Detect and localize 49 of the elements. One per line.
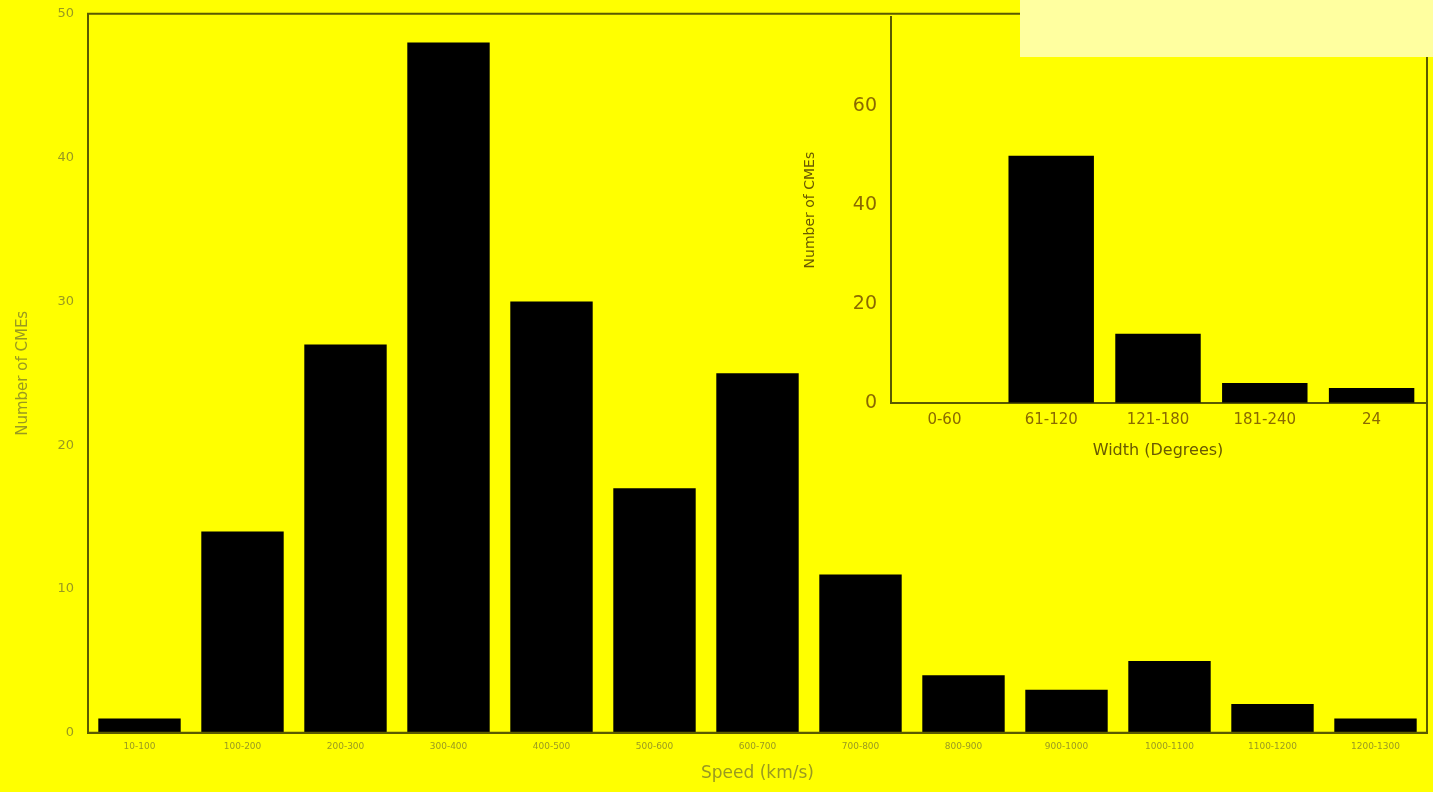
x-tick-label: 10-100 <box>123 740 156 751</box>
bar <box>1128 660 1211 733</box>
x-tick-label: 300-400 <box>429 740 468 751</box>
y-axis-title: Number of CMEs <box>801 151 818 269</box>
y-tick-label: 40 <box>57 148 74 164</box>
x-tick-label: 800-900 <box>944 740 983 751</box>
x-tick-label: 1200-1300 <box>1350 740 1401 751</box>
bar <box>819 574 902 733</box>
x-tick-label: 24 <box>1362 409 1382 428</box>
bar <box>304 344 387 733</box>
bar <box>1025 689 1108 733</box>
x-axis-title: Speed (km/s) <box>701 762 814 783</box>
bar <box>716 373 799 733</box>
y-tick-label: 20 <box>852 290 877 313</box>
bar <box>613 488 696 733</box>
bar <box>922 675 1005 733</box>
x-tick-label: 181-240 <box>1233 409 1297 428</box>
bar <box>407 42 490 733</box>
y-tick-label: 0 <box>864 389 877 412</box>
bar <box>98 718 181 733</box>
bar <box>1334 718 1417 733</box>
x-tick-label: 1100-1200 <box>1247 740 1298 751</box>
y-tick-label: 30 <box>57 292 74 308</box>
y-axis-title: Number of CMEs <box>12 310 31 436</box>
bar <box>1115 333 1201 403</box>
y-tick-label: 50 <box>57 5 74 21</box>
y-tick-label: 0 <box>65 724 74 740</box>
bar <box>510 301 593 733</box>
bar <box>201 531 284 733</box>
bar <box>1231 704 1314 733</box>
y-tick-label: 10 <box>57 580 74 596</box>
x-tick-label: 200-300 <box>326 740 365 751</box>
x-tick-label: 600-700 <box>738 740 777 751</box>
x-axis-title: Width (Degrees) <box>1092 439 1224 459</box>
x-tick-label: 900-1000 <box>1044 740 1089 751</box>
y-tick-label: 20 <box>57 436 74 452</box>
x-tick-label: 121-180 <box>1126 409 1190 428</box>
x-tick-label: 700-800 <box>841 740 880 751</box>
x-tick-label: 0-60 <box>927 409 962 428</box>
bar <box>1222 383 1308 403</box>
x-tick-label: 100-200 <box>223 740 262 751</box>
y-tick-label: 40 <box>852 192 877 215</box>
bar <box>1008 155 1094 403</box>
x-tick-label: 500-600 <box>635 740 674 751</box>
x-tick-label: 61-120 <box>1024 409 1078 428</box>
y-tick-label: 60 <box>852 93 877 116</box>
x-tick-label: 1000-1100 <box>1144 740 1195 751</box>
bar <box>1328 387 1415 403</box>
x-tick-label: 400-500 <box>532 740 571 751</box>
